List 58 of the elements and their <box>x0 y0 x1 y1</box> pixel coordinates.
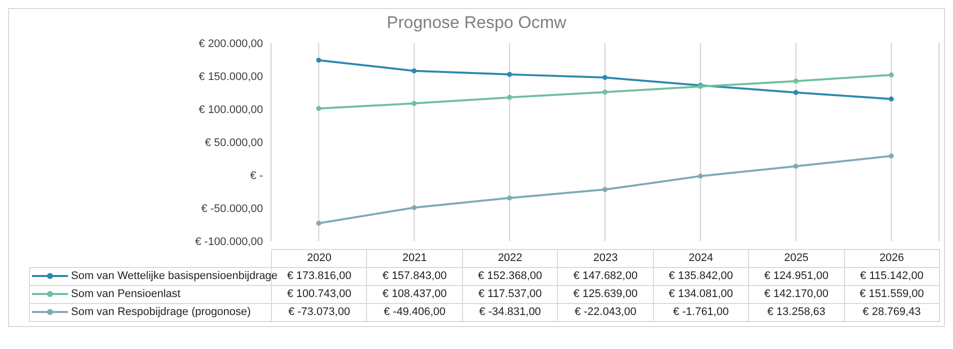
point <box>412 205 417 210</box>
point <box>316 106 322 112</box>
data-label: € -1.761,00 <box>653 304 749 322</box>
x-tick-label: 2023 <box>558 250 654 268</box>
y-tick-label: € 100.000,00 <box>198 104 263 116</box>
data-label: € 117.537,00 <box>462 286 558 304</box>
point <box>888 154 894 159</box>
point <box>507 94 512 100</box>
point <box>698 174 703 179</box>
y-tick-label: € 50.000,00 <box>204 136 263 149</box>
point <box>602 90 608 95</box>
data-label: € -49.406,00 <box>366 304 462 322</box>
data-label: € 151.559,00 <box>844 286 940 304</box>
y-tick-label: € -100.000,00 <box>195 236 263 248</box>
data-label: € 173.816,00 <box>287 270 352 282</box>
data-label: € 157.843,00 <box>366 268 462 286</box>
y-tick-label: € 150.000,00 <box>198 70 263 83</box>
point <box>793 164 798 169</box>
legend-label: Som van Wettelijke basispensioenbijdrage <box>70 269 278 284</box>
point <box>793 90 798 96</box>
data-label: € 142.170,00 <box>748 286 844 304</box>
data-label: € 13.258,63 <box>748 304 844 322</box>
data-label: € 108.437,00 <box>366 286 462 304</box>
x-tick-label: 2026 <box>844 250 940 268</box>
point <box>888 96 894 102</box>
data-label: € -73.073,00 <box>272 304 367 322</box>
x-tick-label: 2024 <box>653 250 749 268</box>
point <box>507 72 512 77</box>
data-label: € 134.081,00 <box>653 286 749 304</box>
point <box>507 195 512 200</box>
point <box>412 100 417 106</box>
y-tick-label: € -50.000,00 <box>201 202 263 215</box>
legend-label: Som van Pensioenlast <box>30 286 272 304</box>
x-tick-label: 2022 <box>462 250 558 268</box>
data-label: € 100.743,00 <box>272 286 367 304</box>
point <box>602 187 608 192</box>
data-label: € 152.368,00 <box>462 268 558 286</box>
data-label: € 125.639,00 <box>558 286 654 304</box>
data-label: € 28.769,43 <box>844 304 940 322</box>
point <box>602 75 608 80</box>
point <box>316 220 322 226</box>
x-tick-label: 2021 <box>366 250 462 268</box>
point <box>412 68 417 74</box>
chart-title: Prognose Respo Ocmw <box>386 12 568 34</box>
x-tick-label: 2025 <box>748 250 844 268</box>
point <box>316 58 322 63</box>
x-tick-label: 2020 <box>272 250 367 268</box>
point <box>888 72 894 78</box>
data-label: € 147.682,00 <box>558 268 654 286</box>
data-label: € 115.142,00 <box>844 268 940 286</box>
data-label: € 135.842,00 <box>653 268 749 286</box>
y-tick-label: € - <box>250 170 264 182</box>
point <box>793 78 798 84</box>
y-tick-label: € 200.000,00 <box>198 38 263 50</box>
data-label: € 124.951,00 <box>748 268 844 286</box>
data-label: € -34.831,00 <box>462 304 558 322</box>
data-label: € -22.043,00 <box>558 304 654 322</box>
legend-label: Som van Respobijdrage (progonose) <box>30 304 272 322</box>
